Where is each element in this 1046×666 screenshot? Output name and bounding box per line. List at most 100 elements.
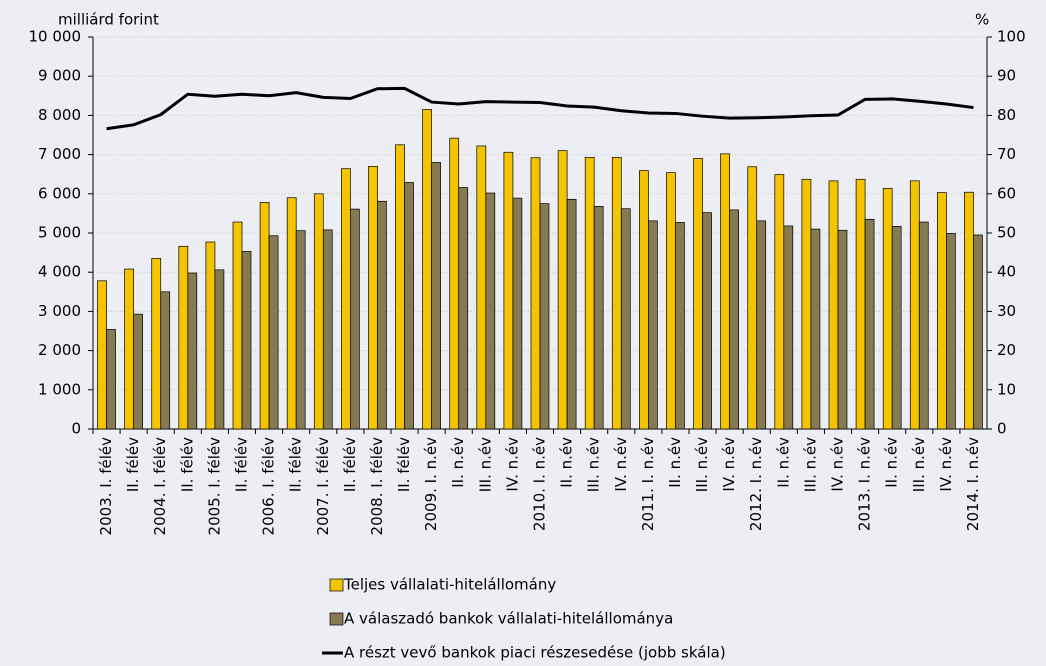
bar	[828, 180, 839, 430]
legend-swatch	[329, 612, 344, 626]
x-tick-label: IV. n.év	[612, 437, 630, 492]
bar	[214, 269, 225, 430]
y-tick-label: 7 000	[38, 145, 81, 163]
x-tick-label: III. n.év	[585, 437, 603, 492]
x-tick-label: 2010. I. n.év	[531, 437, 549, 531]
y2-tick-label: 10	[997, 380, 1016, 398]
bar	[720, 153, 730, 430]
x-tick-label: 2014. I. n.év	[964, 437, 982, 531]
legend-label: A részt vevő bankok piaci részesedése (j…	[344, 644, 726, 662]
bar	[937, 192, 947, 430]
bar	[422, 109, 432, 430]
legend-label: Teljes vállalati-hitelállomány	[343, 576, 556, 594]
x-tick-label: 2012. I. n.év	[747, 437, 765, 531]
y-tick-label: 9 000	[38, 67, 81, 85]
bar	[611, 156, 622, 430]
bar	[124, 268, 134, 430]
x-tick-label: III. n.év	[476, 437, 494, 492]
bar	[584, 156, 595, 430]
bar	[178, 245, 189, 430]
bar	[160, 291, 171, 430]
y-tick-label: 1 000	[38, 380, 81, 398]
x-tick-label: II. n.év	[666, 437, 684, 488]
bar	[341, 168, 351, 430]
bar	[268, 235, 279, 430]
bar	[241, 251, 252, 430]
x-tick-label: 2003. I. félév	[97, 437, 115, 536]
bar	[286, 197, 297, 430]
y-tick-label: 4 000	[38, 263, 81, 281]
bar	[801, 178, 812, 430]
bar	[666, 172, 676, 430]
bar	[882, 187, 893, 430]
y-tick-label: 2 000	[38, 341, 81, 359]
x-tick-label: II. félév	[395, 437, 413, 492]
y2-tick-label: 30	[997, 302, 1016, 320]
y-tick-label: 5 000	[38, 224, 81, 242]
bar	[702, 212, 712, 430]
x-tick-label: III. n.év	[801, 437, 819, 492]
bar	[431, 162, 441, 430]
x-tick-label: IV. n.év	[503, 437, 521, 492]
y2-tick-label: 0	[997, 420, 1007, 438]
bar	[377, 200, 387, 430]
x-tick-label: 2004. I. félév	[151, 437, 169, 536]
x-tick-label: II. n.év	[774, 437, 792, 488]
x-tick-label: II. félév	[341, 437, 359, 492]
bar	[639, 170, 649, 430]
bar	[476, 145, 487, 430]
bar	[295, 230, 306, 430]
y2-tick-label: 50	[997, 224, 1016, 242]
bar	[566, 198, 577, 430]
x-tick-label: II. félév	[124, 437, 142, 492]
bar	[259, 202, 270, 430]
bar	[106, 329, 116, 430]
bar	[485, 192, 496, 430]
bar	[909, 180, 920, 430]
x-tick-label: II. félév	[233, 437, 251, 492]
bar	[855, 178, 866, 430]
bar	[151, 258, 162, 430]
y2-tick-label: 70	[997, 145, 1016, 163]
bar	[205, 241, 216, 430]
y2-tick-label: 100	[997, 28, 1026, 46]
bar	[864, 218, 875, 430]
bar	[747, 166, 758, 430]
y-tick-label: 0	[71, 420, 81, 438]
bar	[756, 220, 767, 430]
bar	[449, 137, 460, 430]
x-tick-label: II. félév	[178, 437, 196, 492]
bar	[557, 150, 568, 430]
bar	[512, 197, 523, 430]
x-tick-label: 2011. I. n.év	[639, 437, 657, 531]
x-tick-label: IV. n.év	[829, 437, 847, 492]
bar	[503, 151, 514, 430]
bar	[350, 208, 360, 430]
bar	[973, 234, 983, 430]
legend-label: A válaszadó bankok vállalati-hitelállomá…	[344, 610, 673, 628]
bar	[946, 233, 956, 430]
y2-tick-label: 60	[997, 184, 1016, 202]
x-tick-label: II. n.év	[558, 437, 576, 488]
bar	[783, 225, 794, 430]
bar	[530, 157, 541, 430]
y2-tick-label: 40	[997, 263, 1016, 281]
bar	[404, 182, 414, 430]
bar	[918, 221, 929, 430]
y2-axis-label: %	[975, 11, 989, 29]
bar	[313, 193, 324, 430]
bar	[187, 272, 198, 430]
bar	[133, 313, 143, 430]
bar	[693, 158, 703, 430]
x-tick-label: 2007. I. félév	[314, 437, 332, 536]
bar	[620, 208, 631, 430]
bar	[774, 174, 785, 430]
x-tick-label: 2008. I. félév	[368, 437, 386, 536]
x-tick-label: 2013. I. n.év	[856, 437, 874, 531]
legend-swatch	[329, 578, 344, 592]
bar	[322, 229, 333, 430]
y2-tick-label: 90	[997, 67, 1016, 85]
y-tick-label: 8 000	[38, 106, 81, 124]
y-tick-label: 6 000	[38, 184, 81, 202]
